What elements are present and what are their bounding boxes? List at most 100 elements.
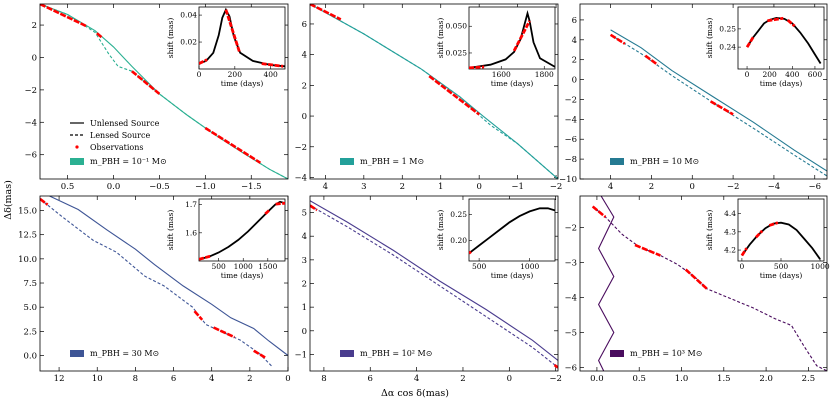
- y-tick-label: −6: [564, 135, 577, 145]
- panel-6: 0.0 0.5 1.0 1.5 2.0 2.5 −2 −3 −4 −5 −6 m_PBH = 10³ …: [564, 195, 830, 384]
- y-tick-label: 2: [302, 81, 307, 91]
- inset-shift-curve: [469, 207, 555, 255]
- inset-y-tick-label: 0.20: [450, 236, 467, 245]
- x-tick-label: 1: [438, 182, 443, 192]
- observation-segment: [193, 310, 204, 321]
- inset: 500 1000 0.20 0.25 time (days) shift (mas): [436, 198, 556, 280]
- inset-x-tick-label: 600: [808, 70, 823, 79]
- x-tick-label: 2.5: [802, 374, 816, 384]
- y-tick-label: 7.5: [23, 279, 37, 289]
- inset-y-label: shift (mas): [436, 18, 445, 59]
- x-tick-label: 2: [460, 374, 465, 384]
- inset-observation-segment: [768, 221, 779, 227]
- inset-frame: [468, 198, 556, 262]
- inset-x-tick-label: 400: [264, 70, 279, 79]
- inset: 500 1000 1500 1.6 1.7 time (days) shift (mas): [166, 198, 286, 280]
- x-tick-label: 1.0: [675, 374, 689, 384]
- panel-3: 4 2 0 −2 −4 −6 6 4 2 0 −2 −4 −6 −8 −10 m_PBH = 10 M⊙ 0 20…: [559, 3, 828, 192]
- mass-label: m_PBH = 10 M⊙: [630, 157, 699, 166]
- y-tick-label: 4: [302, 232, 307, 242]
- x-tick-label: −0.5: [149, 182, 170, 192]
- observation-segment: [213, 326, 236, 339]
- y-tick-label: 3: [302, 256, 307, 266]
- inset-y-tick-label: 0.025: [446, 48, 468, 57]
- x-tick-label: −1.0: [195, 182, 216, 192]
- inset-observation-segment: [767, 16, 784, 23]
- inset-observation-segment: [740, 247, 748, 257]
- y-tick-label: −8: [564, 155, 577, 165]
- x-tick-label: −6: [808, 182, 821, 192]
- inset-y-tick-label: 0.25: [450, 210, 467, 219]
- panel-frame: [309, 195, 559, 372]
- lensed-line: [310, 4, 558, 179]
- lensed-line: [40, 198, 274, 368]
- panel-plot-area: [40, 4, 288, 179]
- inset-x-label: time (days): [221, 271, 264, 280]
- y-tick-label: 2: [32, 21, 37, 31]
- x-tick-label: 4: [608, 182, 613, 192]
- inset-plot-area: [469, 10, 555, 69]
- inset-observation-segment: [512, 20, 531, 52]
- inset-x-tick-label: 400: [785, 70, 800, 79]
- y-tick-label: 2.5: [23, 327, 37, 337]
- unlensed-line: [310, 200, 558, 361]
- inset-y-tick-label: 0.25: [719, 24, 736, 33]
- mass-label: m_PBH = 10⁻¹ M⊙: [90, 157, 167, 166]
- unlensed-line: [597, 196, 615, 371]
- observation-segment: [709, 100, 734, 116]
- panel-2: 4 3 2 1 0 −1 −2 6 4 2 0 −2 −4 m_PBH = 1 M⊙ 1600 1800 0.0…: [294, 3, 563, 192]
- inset-y-tick-label: 1.7: [185, 200, 197, 209]
- y-tick-label: −4: [294, 173, 307, 183]
- panel-plot-area: [591, 196, 827, 371]
- x-tick-label: 0: [690, 182, 695, 192]
- inset-frame: [198, 6, 286, 70]
- observation-segment: [253, 349, 266, 359]
- y-tick-label: 1: [302, 303, 307, 313]
- panel-plot-area: [310, 200, 558, 369]
- y-tick-label: 0.0: [23, 352, 37, 362]
- inset-y-label: shift (mas): [705, 210, 714, 251]
- y-tick-label: 15.0: [18, 207, 37, 217]
- observation-segment: [40, 4, 87, 28]
- x-tick-label: 3: [361, 182, 366, 192]
- x-tick-label: −2: [550, 182, 563, 192]
- inset-y-tick-label: 4.4: [724, 209, 736, 218]
- y-tick-label: −2: [564, 95, 577, 105]
- x-tick-label: 0: [507, 374, 512, 384]
- inset-plot-area: [469, 207, 555, 255]
- y-tick-label: 0: [572, 76, 577, 86]
- observation-segment: [684, 268, 708, 290]
- panel-5: 8 6 4 2 0 −2 5 4 3 2 1 0 −1 m_PBH = 10² M⊙ 500 1000 0.20…: [294, 195, 562, 384]
- inset-observation-segment: [745, 35, 755, 48]
- x-tick-label: 4: [209, 374, 214, 384]
- x-tick-label: 4: [323, 182, 328, 192]
- unlensed-line: [610, 29, 827, 172]
- x-tick-label: −1: [511, 182, 524, 192]
- x-tick-label: 2: [400, 182, 405, 192]
- inset-y-tick-label: 4.2: [724, 246, 736, 255]
- x-tick-label: 4: [414, 374, 419, 384]
- mass-swatch: [610, 158, 624, 165]
- inset-x-tick-label: 200: [763, 70, 778, 79]
- inset-x-tick-label: 0: [740, 262, 745, 271]
- y-tick-label: 6: [572, 16, 577, 26]
- y-tick-label: 4: [572, 36, 577, 46]
- x-tick-label: 2: [247, 374, 252, 384]
- y-tick-label: 0: [32, 53, 37, 63]
- inset-x-tick-label: 200: [228, 70, 243, 79]
- inset-observation-segment: [754, 229, 764, 239]
- y-tick-label: −6: [564, 364, 577, 374]
- inset-shift-curve: [741, 221, 821, 260]
- y-tick-label: 5.0: [23, 303, 37, 313]
- inset-x-tick-label: 0: [745, 70, 750, 79]
- y-tick-label: 4: [302, 51, 307, 61]
- inset-x-label: time (days): [221, 79, 264, 88]
- observation-segment: [310, 204, 318, 212]
- inset-plot-area: [745, 16, 822, 64]
- observation-segment: [40, 197, 49, 206]
- inset-x-tick-label: 1000: [234, 262, 253, 271]
- inset-plot-area: [199, 200, 285, 261]
- inset-y-tick-label: 4.3: [724, 227, 736, 236]
- inset-frame: [198, 198, 286, 262]
- observation-segment: [310, 4, 342, 21]
